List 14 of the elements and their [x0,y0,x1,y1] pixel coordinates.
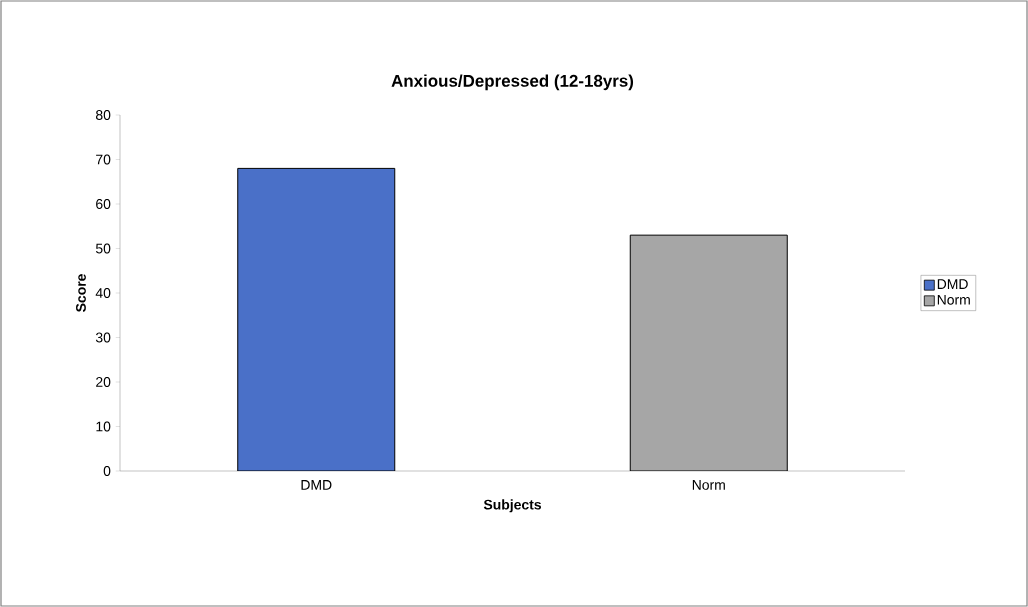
x-axis-title: Subjects [483,499,541,513]
legend-label: DMD [937,279,968,289]
y-tick-label: 10 [96,421,111,432]
y-axis-title: Score [76,274,86,312]
y-tick-label: 50 [95,243,111,254]
y-tick-label: 80 [96,110,111,120]
chart-title: Anxious/Depressed (12-18yrs) [391,74,634,91]
y-tick-label: 0 [103,466,111,476]
y-tick-label: 40 [95,288,111,298]
y-tick-label: 20 [96,377,111,387]
legend-label: Norm [937,295,970,305]
y-tick-label: 70 [96,154,111,165]
y-tick-label: 60 [96,199,111,209]
y-tick-label: 30 [95,332,111,343]
